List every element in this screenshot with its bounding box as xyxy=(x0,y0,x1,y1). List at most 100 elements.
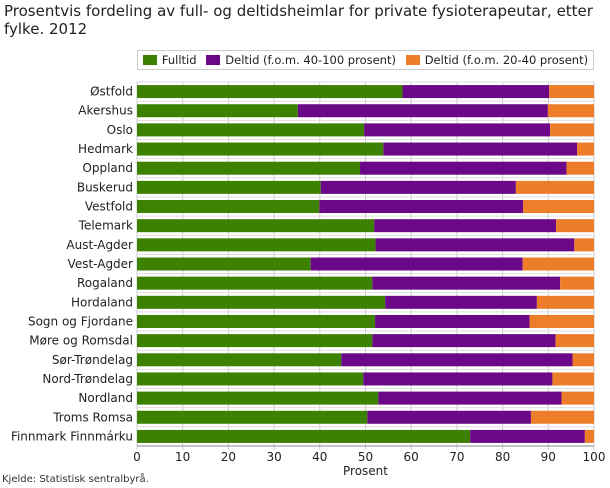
legend-label: Fulltid xyxy=(161,53,197,67)
bar-segment xyxy=(137,180,321,194)
legend-swatch xyxy=(142,55,157,65)
category-label: Sogn og Fjordane xyxy=(28,314,133,328)
category-label: Oslo xyxy=(107,123,133,137)
category-label: Hordaland xyxy=(71,295,133,309)
bar-segment xyxy=(341,353,573,367)
legend-item-fulltid: Fulltid xyxy=(142,53,197,67)
legend-swatch xyxy=(405,55,420,65)
category-label: Østfold xyxy=(90,85,133,99)
category-label: Oppland xyxy=(82,161,133,175)
x-tick-label: 10 xyxy=(175,450,190,464)
x-tick-label: 40 xyxy=(312,450,327,464)
bar-segment xyxy=(383,142,578,156)
x-tick-label: 80 xyxy=(495,450,510,464)
category-label: Nordland xyxy=(78,391,133,405)
bar-segment xyxy=(372,334,556,348)
bar-segment xyxy=(137,219,375,233)
x-tick-label: 70 xyxy=(449,450,464,464)
x-axis-label: Prosent xyxy=(343,464,388,478)
bar-segment xyxy=(137,429,471,443)
bar-segment xyxy=(137,276,373,290)
bar-segment xyxy=(137,295,386,309)
bar-segment xyxy=(552,372,594,386)
bar-segment xyxy=(319,200,524,214)
bar-segment xyxy=(572,353,594,367)
bar-segment xyxy=(297,104,548,118)
bar-segment xyxy=(515,180,594,194)
bar-segment xyxy=(137,161,361,175)
category-label: Telemark xyxy=(78,219,133,233)
bar-segment xyxy=(550,123,594,137)
bar-segment xyxy=(137,314,376,328)
category-label: Finnmark Finnmárku xyxy=(11,429,133,443)
x-tick-label: 60 xyxy=(404,450,419,464)
bar-segment xyxy=(577,142,594,156)
bar-segment xyxy=(137,372,364,386)
bar-segment xyxy=(372,276,561,290)
bar-segment xyxy=(375,314,530,328)
bar-segment xyxy=(137,123,365,137)
category-label: Sør-Trøndelag xyxy=(52,353,133,367)
bar-segment xyxy=(556,219,594,233)
bar-segment xyxy=(137,391,379,405)
bar-segment xyxy=(310,257,523,271)
bar-segment xyxy=(561,391,594,405)
bar-segment xyxy=(137,238,376,252)
bar-segment xyxy=(470,429,585,443)
bar-segment xyxy=(378,391,562,405)
category-label: Troms Romsa xyxy=(52,410,133,424)
bar-segment xyxy=(529,314,594,328)
legend-item-deltid-20-40: Deltid (f.o.m. 20-40 prosent) xyxy=(405,53,589,67)
x-tick-label: 0 xyxy=(133,450,141,464)
category-label: Vest-Agder xyxy=(68,257,134,271)
bar-segment xyxy=(536,295,594,309)
bar-segment xyxy=(584,429,594,443)
bar-segment xyxy=(320,180,516,194)
bar-segment xyxy=(560,276,594,290)
bar-segment xyxy=(364,123,551,137)
bar-segment xyxy=(555,334,594,348)
x-tick-label: 100 xyxy=(583,450,606,464)
bar-segment xyxy=(137,257,311,271)
bar-segment xyxy=(385,295,537,309)
category-label: Aust-Agder xyxy=(66,238,133,252)
legend-label: Deltid (f.o.m. 40-100 prosent) xyxy=(225,53,396,67)
chart-title: Prosentvis fordeling av full- og deltids… xyxy=(4,2,593,38)
bar-segment xyxy=(547,104,594,118)
category-label: Hedmark xyxy=(78,142,133,156)
category-label: Akershus xyxy=(78,104,133,118)
bar-segment xyxy=(375,238,575,252)
category-label: Møre og Romsdal xyxy=(29,334,133,348)
bar-segment xyxy=(566,161,594,175)
bar-segment xyxy=(530,410,594,424)
bar-segment xyxy=(549,85,594,99)
legend: Fulltid Deltid (f.o.m. 40-100 prosent) D… xyxy=(137,50,594,70)
bar-segment xyxy=(137,353,342,367)
source-note: Kjelde: Statistisk sentralbyrå. xyxy=(2,474,149,485)
category-label: Nord-Trøndelag xyxy=(42,372,133,386)
legend-label: Deltid (f.o.m. 20-40 prosent) xyxy=(424,53,589,67)
bar-segment xyxy=(137,85,403,99)
legend-swatch xyxy=(206,55,221,65)
legend-item-deltid-40-100: Deltid (f.o.m. 40-100 prosent) xyxy=(206,53,396,67)
x-tick-label: 90 xyxy=(541,450,556,464)
bar-segment xyxy=(522,257,594,271)
bar-segment xyxy=(137,104,298,118)
bar-segment xyxy=(374,219,557,233)
bar-segment xyxy=(363,372,553,386)
bar-segment xyxy=(137,142,384,156)
bar-segment xyxy=(137,410,368,424)
bar-segment xyxy=(137,200,320,214)
bar-segment xyxy=(574,238,594,252)
category-label: Buskerud xyxy=(77,180,133,194)
x-tick-label: 30 xyxy=(266,450,281,464)
bar-segment xyxy=(402,85,550,99)
category-label: Rogaland xyxy=(77,276,133,290)
category-label: Vestfold xyxy=(85,200,133,214)
bar-segment xyxy=(360,161,567,175)
x-tick-label: 20 xyxy=(221,450,236,464)
x-tick-label: 50 xyxy=(358,450,373,464)
bar-segment xyxy=(523,200,594,214)
bar-segment xyxy=(137,334,373,348)
